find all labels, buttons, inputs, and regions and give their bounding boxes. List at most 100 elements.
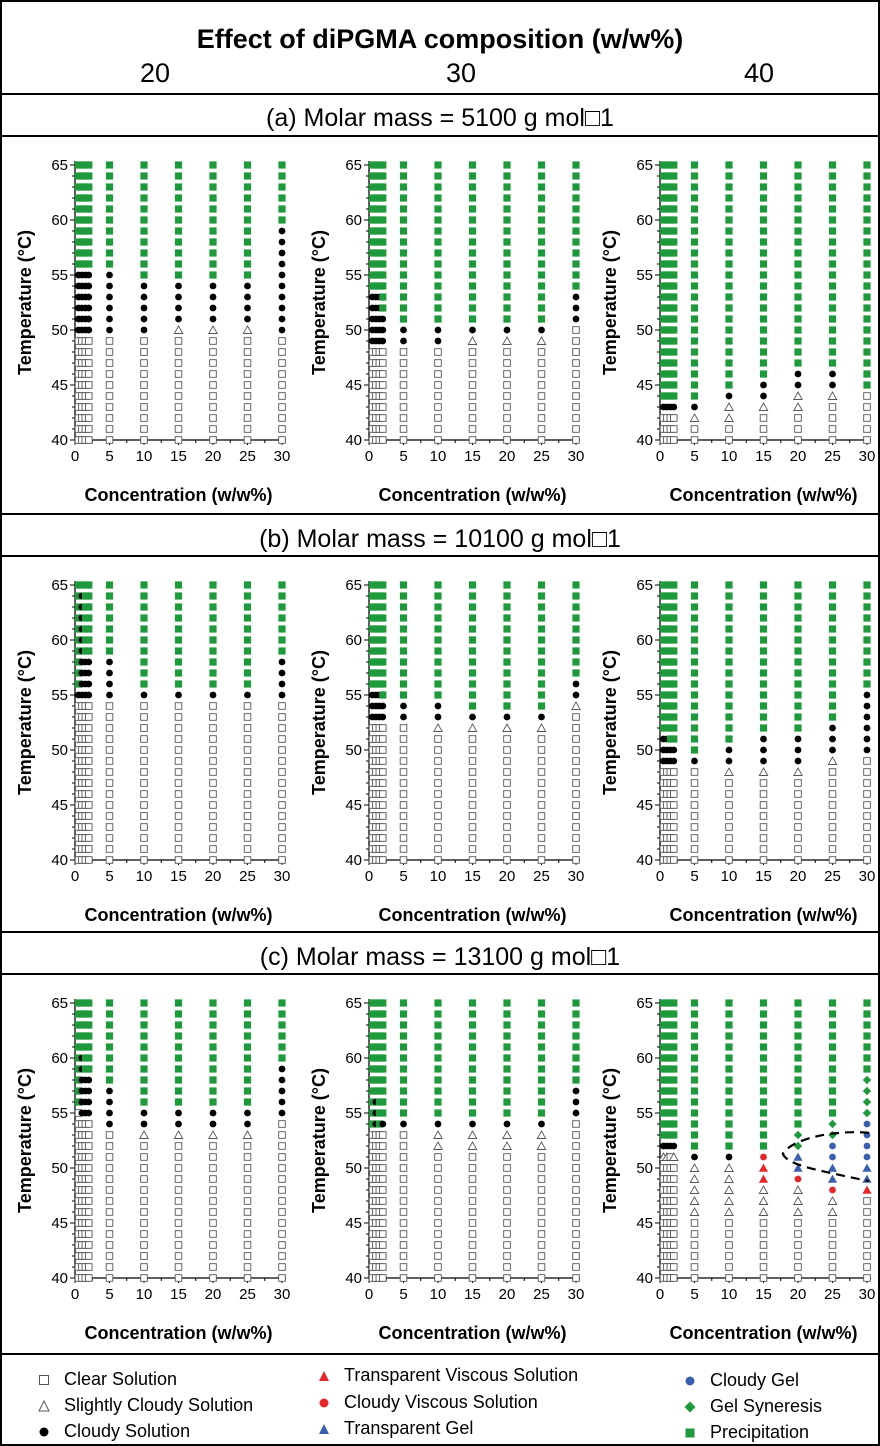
data-point (243, 1274, 252, 1282)
data-point (85, 1230, 93, 1238)
data-point (828, 304, 837, 312)
data-point (434, 260, 442, 268)
data-point (690, 348, 699, 356)
data-point (725, 790, 733, 798)
data-point (399, 834, 408, 842)
data-point (863, 381, 871, 389)
data-point (278, 304, 286, 312)
data-point (468, 812, 477, 820)
data-point (399, 1197, 408, 1205)
data-point (690, 359, 699, 367)
data-point (174, 1054, 183, 1062)
data-point (828, 282, 837, 290)
data-point (379, 260, 387, 268)
y-tick-label: 45 (51, 377, 68, 394)
data-point (503, 592, 511, 600)
data-point (863, 1043, 871, 1051)
data-point (278, 856, 286, 864)
data-point (399, 414, 408, 422)
data-point (670, 834, 678, 842)
data-point (725, 348, 733, 356)
data-point (209, 392, 217, 400)
x-tick-label: 25 (239, 868, 256, 885)
legend-transparent-viscous-solution: Transparent Viscous Solution (318, 1365, 578, 1386)
data-point (243, 194, 252, 202)
data-point (794, 658, 802, 666)
data-point (690, 227, 699, 235)
data-point (828, 647, 837, 655)
data-point (209, 271, 217, 279)
data-point (503, 194, 511, 202)
data-point (105, 1175, 114, 1183)
data-point (379, 1109, 387, 1117)
data-point (140, 1076, 148, 1084)
data-point (468, 381, 477, 389)
data-point (209, 856, 217, 864)
data-point (243, 1142, 252, 1150)
data-point (105, 647, 114, 655)
data-point (690, 669, 699, 677)
data-point (794, 1219, 802, 1227)
data-point (537, 658, 546, 666)
data-point (759, 603, 768, 611)
data-point (690, 581, 699, 589)
data-point (379, 1175, 387, 1183)
data-point (670, 161, 678, 169)
data-point (572, 1131, 580, 1139)
data-point (794, 581, 802, 589)
data-point (278, 636, 286, 644)
data-point (572, 227, 580, 235)
data-point (85, 1186, 93, 1194)
data-point (690, 790, 699, 798)
data-point (243, 172, 252, 180)
data-point (793, 402, 803, 411)
data-point (468, 1186, 477, 1194)
x-tick-label: 30 (568, 1286, 585, 1303)
data-point (399, 271, 408, 279)
data-point (399, 183, 408, 191)
legend-label: Precipitation (710, 1422, 810, 1442)
data-point (85, 1076, 93, 1084)
data-point (468, 183, 477, 191)
data-point (278, 161, 286, 169)
data-point (503, 172, 511, 180)
data-point (670, 735, 678, 743)
data-point (725, 1252, 733, 1260)
data-point (140, 1010, 148, 1018)
data-point (434, 1230, 442, 1238)
x-tick-label: 10 (136, 1286, 153, 1303)
data-point (243, 436, 252, 444)
data-point (468, 592, 477, 600)
data-point (468, 999, 477, 1007)
data-point (503, 1098, 511, 1106)
data-point (863, 194, 871, 202)
data-point (794, 691, 802, 699)
x-tick-label: 10 (721, 448, 738, 465)
data-point (503, 702, 511, 710)
data-point (670, 238, 678, 246)
data-point (572, 315, 580, 323)
data-point (85, 337, 93, 345)
data-point (174, 381, 183, 389)
data-point (379, 1054, 387, 1062)
data-point (278, 845, 286, 853)
x-tick-label: 20 (499, 1286, 516, 1303)
data-point (759, 1021, 768, 1029)
data-point (863, 856, 871, 864)
data-point (399, 238, 408, 246)
data-point (725, 282, 733, 290)
data-point (503, 658, 511, 666)
data-point (85, 1054, 93, 1062)
data-point (379, 326, 387, 334)
data-point (469, 713, 476, 721)
data-point (725, 392, 733, 400)
data-point (140, 359, 148, 367)
data-point (140, 1120, 148, 1128)
data-point (794, 812, 802, 820)
data-point (243, 680, 252, 688)
data-point (379, 161, 387, 169)
data-point (379, 581, 387, 589)
data-point (537, 304, 546, 312)
data-point (434, 249, 442, 257)
data-point (828, 713, 837, 721)
